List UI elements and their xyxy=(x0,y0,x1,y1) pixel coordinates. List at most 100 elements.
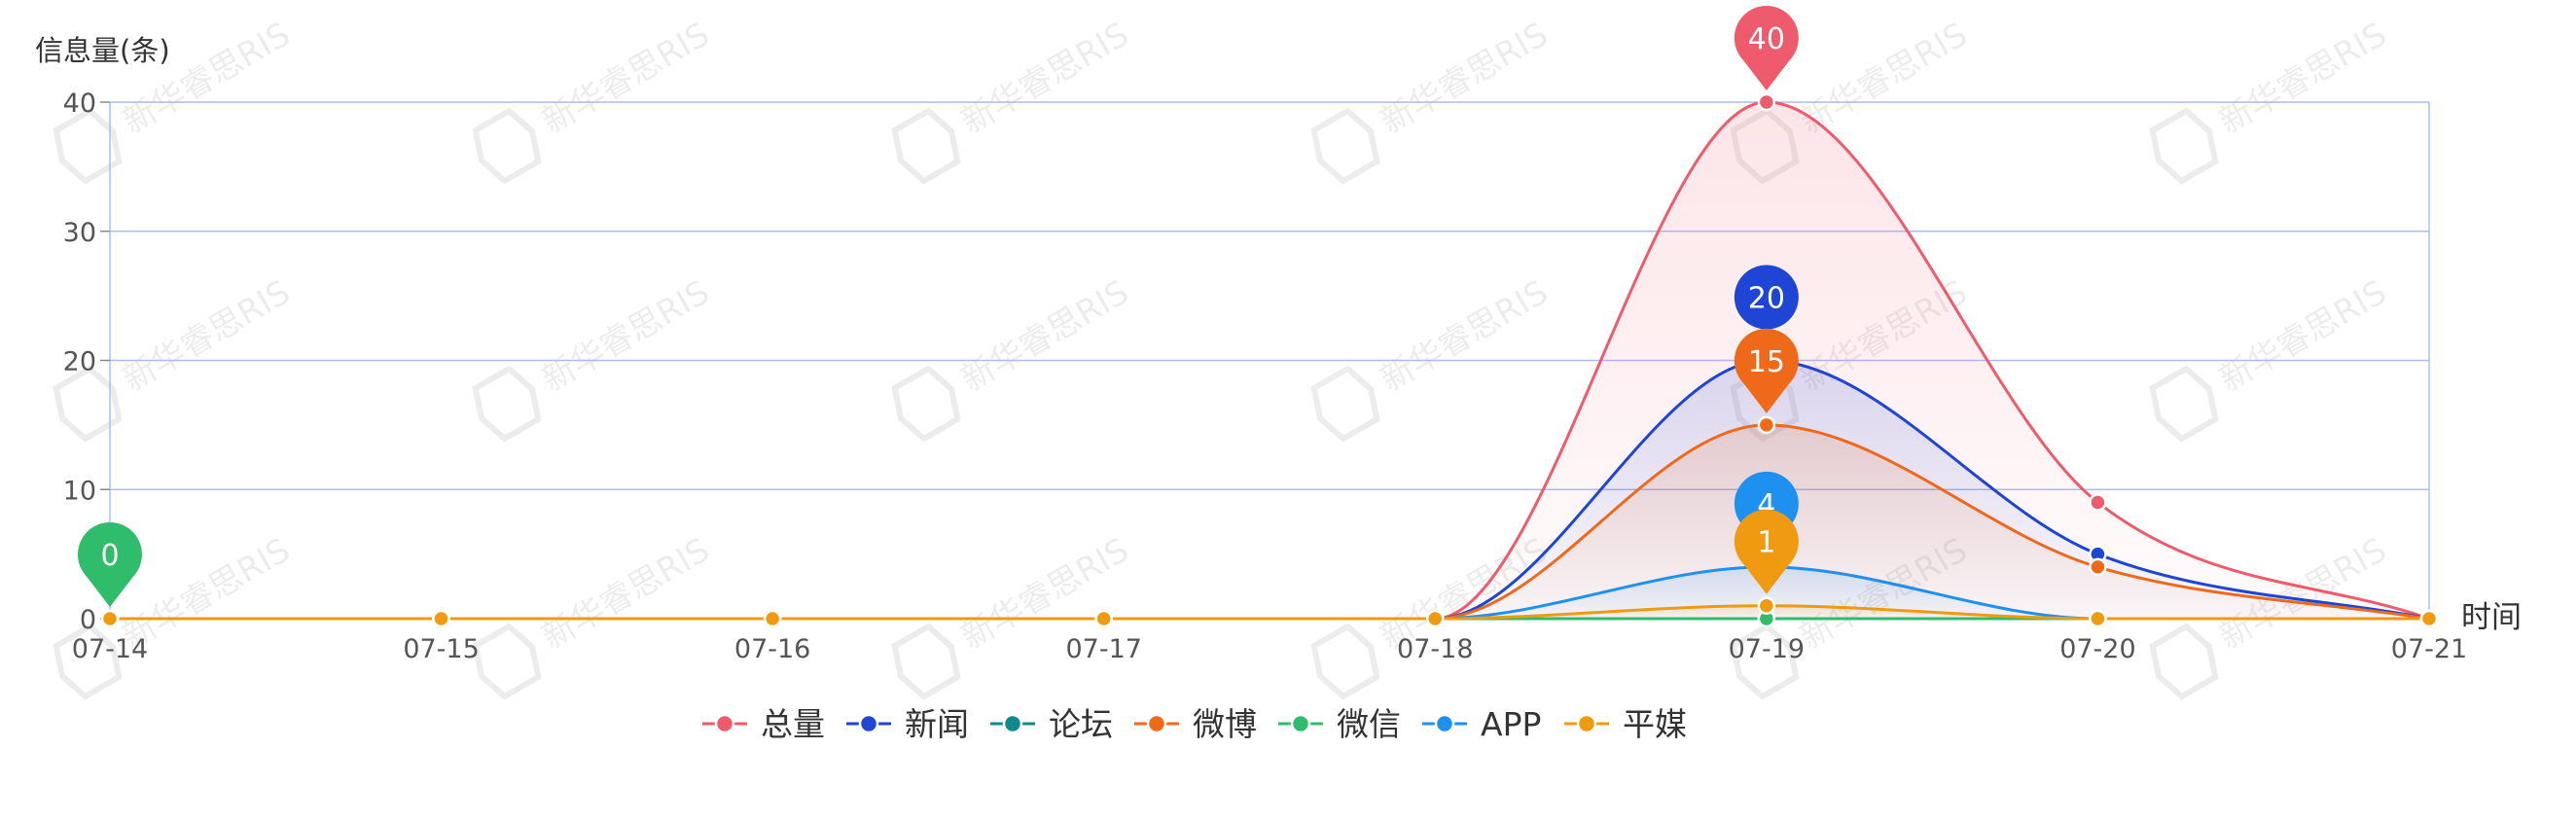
legend-item-总量[interactable]: 总量 xyxy=(702,705,825,743)
value-marker-微博: 15 xyxy=(1734,328,1799,413)
y-tick-label: 0 xyxy=(80,605,96,635)
watermark: 新华睿思RIS xyxy=(472,15,716,185)
marker-head xyxy=(1734,265,1799,330)
watermark: 新华睿思RIS xyxy=(472,272,716,443)
marker-label: 0 xyxy=(100,539,119,573)
data-point-总量 xyxy=(1757,92,1776,112)
series-line-平媒 xyxy=(110,604,2429,621)
watermark-text: 新华睿思RIS xyxy=(954,15,1135,141)
legend-item-APP[interactable]: APP xyxy=(1422,705,1541,743)
watermark-logo xyxy=(472,365,542,443)
value-marker-总量: 40 xyxy=(1734,6,1799,90)
data-point-微博 xyxy=(2089,557,2107,577)
marker-label: 15 xyxy=(1748,345,1785,379)
x-tick-label: 07-20 xyxy=(2059,634,2135,664)
legend-item-微信[interactable]: 微信 xyxy=(1278,705,1401,743)
legend-item-微博[interactable]: 微博 xyxy=(1134,705,1257,743)
area-微博 xyxy=(110,424,2429,619)
data-points xyxy=(100,92,2439,628)
marker-label: 20 xyxy=(1748,282,1785,316)
legend-label: 平媒 xyxy=(1623,705,1687,743)
watermark: 新华睿思RIS xyxy=(2149,15,2393,185)
watermark-text: 新华睿思RIS xyxy=(2212,272,2393,399)
watermark: 新华睿思RIS xyxy=(472,530,716,700)
legend-item-平媒[interactable]: 平媒 xyxy=(1564,705,1687,743)
watermark-text: 新华睿思RIS xyxy=(535,15,716,141)
legend-label: 微信 xyxy=(1337,705,1401,743)
legend-marker xyxy=(1576,713,1597,734)
marker-head xyxy=(1734,6,1799,70)
legend-marker xyxy=(714,713,735,734)
data-point-总量 xyxy=(2089,493,2107,512)
legend-label: 微博 xyxy=(1193,705,1257,743)
x-tick-label: 07-21 xyxy=(2391,634,2467,664)
watermark-logo xyxy=(891,623,961,700)
data-point-平媒 xyxy=(1426,609,1445,628)
data-point-平媒 xyxy=(432,609,450,628)
watermark-logo xyxy=(1310,623,1380,700)
legend-label: 新闻 xyxy=(905,705,969,743)
y-axis-title: 信息量(条) xyxy=(35,34,170,67)
watermark: 新华睿思RIS xyxy=(891,15,1135,185)
series-lines xyxy=(110,100,2430,621)
legend-marker xyxy=(1002,713,1023,734)
watermark-text: 新华睿思RIS xyxy=(116,272,297,399)
watermark-text: 新华睿思RIS xyxy=(1793,15,1974,141)
watermark-text: 新华睿思RIS xyxy=(1374,15,1555,141)
legend-marker xyxy=(1290,713,1311,734)
x-axis-title: 时间 xyxy=(2461,600,2522,635)
y-tick-label: 40 xyxy=(63,89,96,119)
marker-head xyxy=(1734,328,1799,393)
watermark: 新华睿思RIS xyxy=(891,272,1135,443)
value-marker-平媒: 1 xyxy=(1734,509,1799,594)
watermark-text: 新华睿思RIS xyxy=(954,272,1135,399)
y-tick-label: 10 xyxy=(63,476,96,506)
watermark-logo xyxy=(472,107,542,185)
marker-label: 1 xyxy=(1757,526,1775,560)
watermark-logo xyxy=(2149,365,2219,443)
data-point-平媒 xyxy=(2419,609,2439,628)
watermark-logo xyxy=(1310,107,1380,185)
data-point-平媒 xyxy=(1757,596,1776,615)
value-marker-新闻: 20 xyxy=(1734,265,1799,330)
legend-label: 总量 xyxy=(761,705,825,743)
watermark: 新华睿思RIS xyxy=(1310,15,1555,185)
marker-head xyxy=(78,522,142,587)
x-tick-label: 07-14 xyxy=(72,634,148,664)
legend-marker xyxy=(1146,713,1167,734)
data-point-平媒 xyxy=(763,609,782,628)
x-tick-label: 07-19 xyxy=(1729,634,1805,664)
y-tick-label: 30 xyxy=(63,218,96,248)
watermark-text: 新华睿思RIS xyxy=(2212,15,2393,141)
legend[interactable]: 总量 新闻 论坛 微博 微信 APP 平媒 xyxy=(702,705,1687,743)
watermark-logo xyxy=(2149,107,2219,185)
x-tick-label: 07-18 xyxy=(1397,634,1473,664)
x-tick-label: 07-17 xyxy=(1065,634,1141,664)
data-point-平媒 xyxy=(1094,609,1113,628)
legend-marker xyxy=(1434,713,1455,734)
data-point-平媒 xyxy=(100,609,120,628)
watermark-logo xyxy=(2149,623,2219,700)
watermark: 新华睿思RIS xyxy=(1310,272,1555,443)
legend-item-新闻[interactable]: 新闻 xyxy=(846,705,969,743)
y-tick-label: 20 xyxy=(63,347,96,377)
legend-marker xyxy=(858,713,879,734)
watermark-text: 新华睿思RIS xyxy=(535,272,716,399)
watermark-logo xyxy=(1310,365,1380,443)
legend-label: APP xyxy=(1481,705,1541,743)
marker-label: 40 xyxy=(1748,22,1785,56)
value-marker-微信: 0 xyxy=(78,522,142,607)
watermark-text: 新华睿思RIS xyxy=(1374,272,1555,399)
data-point-微博 xyxy=(1757,415,1776,435)
x-tick-label: 07-16 xyxy=(734,634,810,664)
x-tick-label: 07-15 xyxy=(403,634,479,664)
data-point-平媒 xyxy=(2089,609,2107,628)
watermark-logo xyxy=(891,365,961,443)
watermark-text: 新华睿思RIS xyxy=(535,530,716,657)
area-APP xyxy=(110,566,2429,619)
marker-head xyxy=(1734,509,1799,574)
legend-item-论坛[interactable]: 论坛 xyxy=(990,705,1113,743)
